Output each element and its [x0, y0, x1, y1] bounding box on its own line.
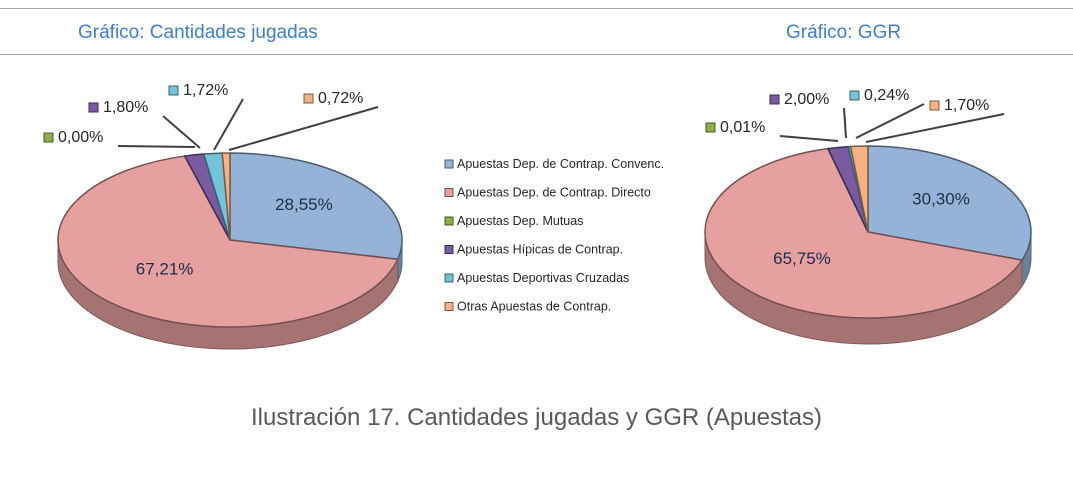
- legend-swatch: [444, 245, 454, 254]
- pie-slice: [57, 155, 399, 328]
- legend-swatch: [444, 159, 454, 169]
- leader-line: [117, 145, 196, 148]
- label-marker: [769, 94, 780, 105]
- legend-swatch: [444, 302, 454, 311]
- legend-item-label: Apuestas Dep. de Contrap. Directo: [457, 186, 651, 200]
- label-marker: [88, 102, 99, 113]
- label-marker: [168, 85, 179, 96]
- leader-line: [855, 103, 925, 139]
- pie-slice: [229, 152, 403, 261]
- pie-slice: [849, 145, 869, 233]
- leader-line: [162, 115, 201, 149]
- pie-data-label: 67,21%: [136, 260, 194, 279]
- leader-line: [843, 107, 847, 139]
- pie-data-label: 28,55%: [275, 195, 333, 214]
- leader-line: [865, 113, 1005, 143]
- pie-data-label: 30,30%: [912, 190, 970, 209]
- chart-title-right: Gráfico: GGR: [786, 22, 902, 43]
- pie-data-label: 0,01%: [720, 119, 765, 136]
- pie-data-label: 1,72%: [183, 82, 228, 99]
- leader-line: [779, 135, 839, 142]
- pie-data-label: 2,00%: [784, 91, 829, 108]
- pie-chart-ggr: 30,30% 65,75% 0,01% 2,00% 0,24% 1,70%: [704, 87, 1032, 345]
- chart-legend: Apuestas Dep. de Contrap. Convenc. Apuest…: [444, 157, 664, 314]
- top-rule: [0, 8, 1073, 9]
- leader-line: [228, 106, 379, 151]
- legend-item-label: Otras Apuestas de Contrap.: [457, 300, 611, 314]
- label-marker: [929, 100, 940, 111]
- pie-data-label: 0,00%: [58, 129, 103, 146]
- legend-item-label: Apuestas Hípicas de Contrap.: [457, 243, 623, 257]
- label-marker: [849, 90, 860, 101]
- pie-slice: [221, 152, 231, 241]
- pie-slice: [704, 147, 1024, 319]
- title-rule: [0, 54, 1073, 55]
- legend-item-label: Apuestas Deportivas Cruzadas: [457, 271, 629, 285]
- legend-swatch: [444, 273, 454, 283]
- pie-slice: [867, 145, 1032, 261]
- chart-title-left: Gráfico: Cantidades jugadas: [78, 22, 318, 43]
- legend-swatch: [444, 216, 454, 226]
- label-marker: [43, 132, 54, 143]
- label-marker: [303, 93, 314, 104]
- label-marker: [705, 122, 716, 133]
- pie-data-label: 0,72%: [318, 90, 363, 107]
- pie-data-label: 65,75%: [773, 249, 831, 268]
- leader-line: [213, 98, 244, 151]
- pie-chart-cantidades: 28,55% 67,21% 0,00%1,80% 1,72% 0,72%: [43, 82, 403, 350]
- pie-data-label: 0,24%: [864, 87, 909, 104]
- pie-data-label: 1,80%: [103, 99, 148, 116]
- legend-item-label: Apuestas Dep. Mutuas: [457, 214, 583, 228]
- legend-item-label: Apuestas Dep. de Contrap. Convenc.: [457, 157, 664, 171]
- figure-caption: Ilustración 17. Cantidades jugadas y GGR…: [251, 404, 822, 431]
- legend-swatch: [444, 188, 454, 197]
- pie-data-label: 1,70%: [944, 97, 989, 114]
